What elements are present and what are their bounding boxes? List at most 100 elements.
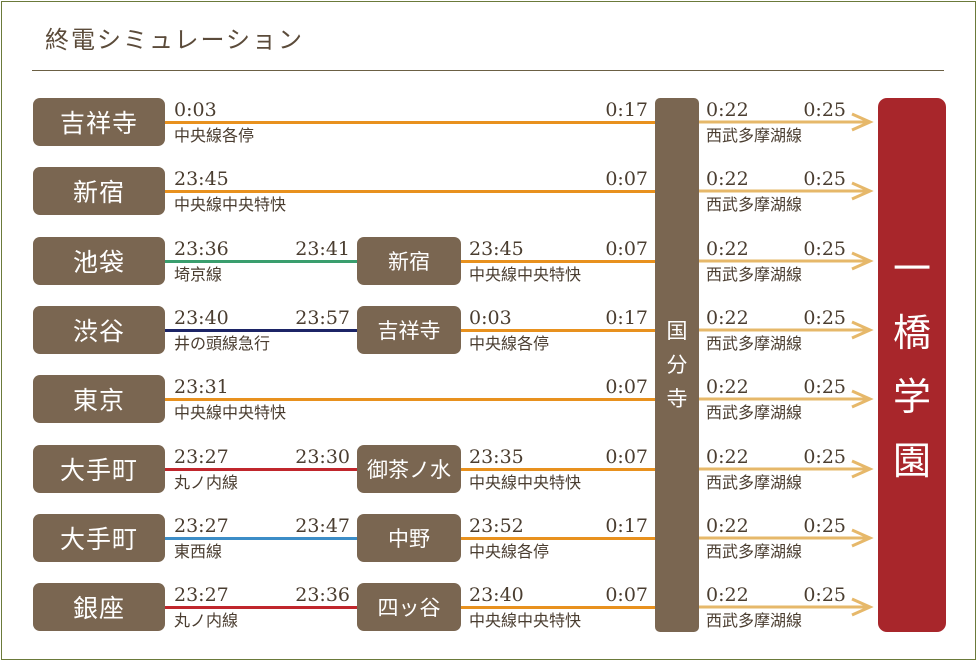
origin-station: 新宿	[33, 167, 165, 215]
seibu-line-name: 西武多摩湖線	[706, 334, 803, 353]
rail-line-segment	[165, 121, 655, 124]
seibu-departure-time: 0:22	[706, 168, 749, 190]
departure-time: 23:27	[174, 446, 229, 468]
transfer-station: 中野	[357, 514, 461, 562]
arrow-to-destination	[699, 251, 874, 271]
line-name: 中央線中央特快	[469, 265, 582, 284]
transfer-station: 御茶ノ水	[357, 445, 461, 493]
destination-char: 一	[892, 247, 931, 291]
origin-station: 池袋	[33, 237, 165, 285]
origin-station: 大手町	[33, 514, 165, 562]
transfer-departure-time: 0:03	[469, 307, 512, 329]
seibu-departure-time: 0:22	[706, 238, 749, 260]
destination-char: 学	[892, 375, 931, 419]
arrow-to-destination	[699, 528, 874, 548]
seibu-arrival-time: 0:25	[803, 376, 846, 398]
transfer-station-char: 国	[666, 319, 688, 343]
seibu-arrival-time: 0:25	[803, 168, 846, 190]
line-name: 丸ノ内線	[174, 473, 239, 492]
departure-time: 23:45	[174, 168, 229, 190]
line-name: 中央線中央特快	[469, 611, 582, 630]
seibu-line-name: 西武多摩湖線	[706, 265, 803, 284]
departure-time: 23:27	[174, 515, 229, 537]
seibu-departure-time: 0:22	[706, 584, 749, 606]
arrow-to-destination	[699, 459, 874, 479]
transfer-arrival-time: 23:41	[295, 238, 350, 260]
rail-line-segment	[165, 606, 357, 609]
arrow-to-destination	[699, 320, 874, 340]
rail-line-segment	[461, 606, 655, 609]
rail-line-segment	[461, 537, 655, 540]
title-rule	[32, 70, 944, 71]
seibu-line-name: 西武多摩湖線	[706, 542, 803, 561]
departure-time: 23:36	[174, 238, 229, 260]
departure-time: 23:27	[174, 584, 229, 606]
rail-line-segment	[461, 329, 655, 332]
transfer-arrival-time: 23:30	[295, 446, 350, 468]
page-title: 終電シミュレーション	[45, 26, 305, 54]
destination-char: 園	[892, 439, 931, 483]
seibu-arrival-time: 0:25	[803, 584, 846, 606]
transfer-station: 新宿	[357, 237, 461, 285]
kokubunji-arrival-time: 0:07	[605, 238, 648, 260]
line-name: 中央線各停	[469, 334, 550, 353]
rail-line-segment	[165, 190, 655, 193]
transfer-departure-time: 23:35	[469, 446, 524, 468]
origin-station: 吉祥寺	[33, 98, 165, 146]
kokubunji-arrival-time: 0:07	[605, 446, 648, 468]
kokubunji-arrival-time: 0:17	[605, 99, 648, 121]
line-name: 中央線中央特快	[174, 195, 287, 214]
transfer-departure-time: 23:40	[469, 584, 524, 606]
line-name: 井の頭線急行	[174, 334, 271, 353]
kokubunji-arrival-time: 0:07	[605, 168, 648, 190]
rail-line-segment	[165, 260, 357, 263]
kokubunji-arrival-time: 0:07	[605, 584, 648, 606]
seibu-line-name: 西武多摩湖線	[706, 126, 803, 145]
origin-station: 銀座	[33, 583, 165, 631]
departure-time: 23:40	[174, 307, 229, 329]
rail-line-segment	[461, 468, 655, 471]
seibu-arrival-time: 0:25	[803, 99, 846, 121]
kokubunji-arrival-time: 0:17	[605, 515, 648, 537]
seibu-arrival-time: 0:25	[803, 238, 846, 260]
seibu-arrival-time: 0:25	[803, 515, 846, 537]
seibu-line-name: 西武多摩湖線	[706, 195, 803, 214]
origin-station: 大手町	[33, 445, 165, 493]
line-name: 中央線各停	[174, 126, 255, 145]
transfer-station: 吉祥寺	[357, 306, 461, 354]
transfer-arrival-time: 23:47	[295, 515, 350, 537]
line-name: 丸ノ内線	[174, 611, 239, 630]
line-name: 中央線中央特快	[174, 403, 287, 422]
rail-line-segment	[461, 260, 655, 263]
line-name: 東西線	[174, 542, 223, 561]
departure-time: 23:31	[174, 376, 229, 398]
arrow-to-destination	[699, 389, 874, 409]
departure-time: 0:03	[174, 99, 217, 121]
destination-hitotsubashi-gakuen: 一 橋 学 園	[878, 98, 946, 632]
transfer-arrival-time: 23:57	[295, 307, 350, 329]
seibu-line-name: 西武多摩湖線	[706, 403, 803, 422]
transfer-arrival-time: 23:36	[295, 584, 350, 606]
transfer-departure-time: 23:52	[469, 515, 524, 537]
transfer-departure-time: 23:45	[469, 238, 524, 260]
line-name: 埼京線	[174, 265, 223, 284]
seibu-line-name: 西武多摩湖線	[706, 473, 803, 492]
seibu-arrival-time: 0:25	[803, 307, 846, 329]
arrow-to-destination	[699, 597, 874, 617]
rail-line-segment	[165, 468, 357, 471]
seibu-departure-time: 0:22	[706, 515, 749, 537]
destination-char: 橋	[892, 311, 931, 355]
transfer-station: 四ッ谷	[357, 583, 461, 631]
line-name: 中央線各停	[469, 542, 550, 561]
kokubunji-arrival-time: 0:07	[605, 376, 648, 398]
arrow-to-destination	[699, 112, 874, 132]
seibu-departure-time: 0:22	[706, 307, 749, 329]
seibu-departure-time: 0:22	[706, 99, 749, 121]
origin-station: 渋谷	[33, 306, 165, 354]
arrow-to-destination	[699, 181, 874, 201]
seibu-line-name: 西武多摩湖線	[706, 611, 803, 630]
seibu-departure-time: 0:22	[706, 446, 749, 468]
transfer-station-char: 寺	[666, 387, 688, 411]
